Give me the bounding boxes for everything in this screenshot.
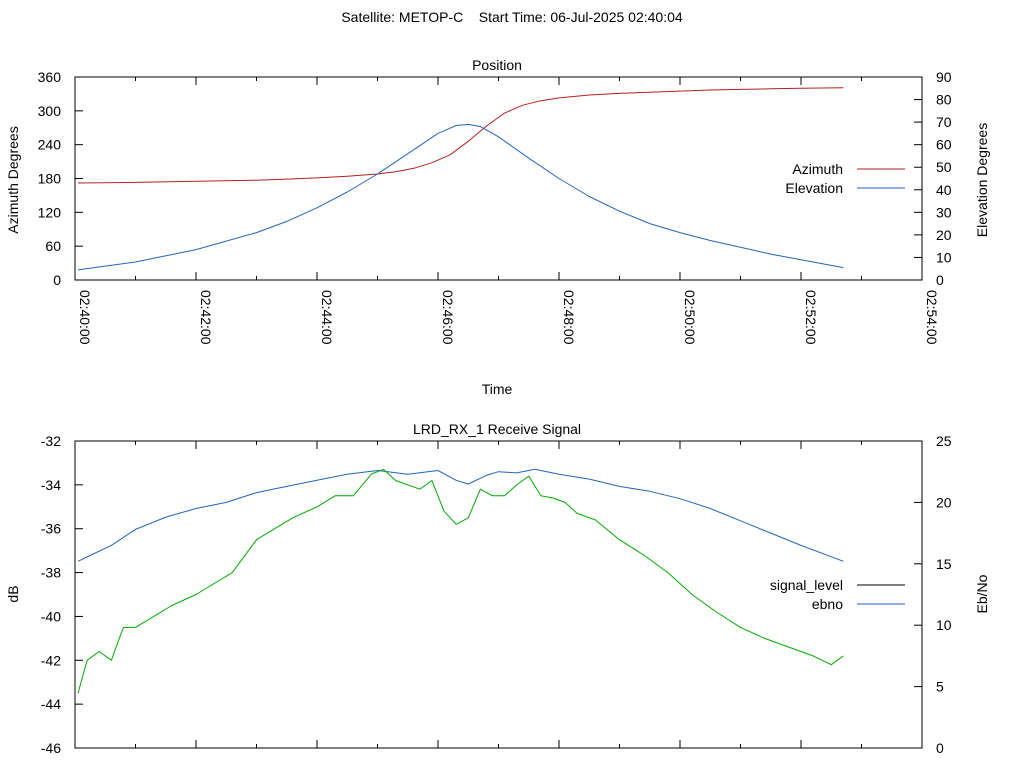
y-tick-label: 60 bbox=[45, 238, 61, 254]
position-x-axis-label: Time bbox=[482, 381, 513, 397]
position-title: Position bbox=[472, 57, 522, 73]
position-y2-ticks: 0 10 20 30 40 50 60 70 80 90 bbox=[914, 69, 952, 288]
signal-chart: LRD_RX_1 Receive Signal -46-44-42-40-38-… bbox=[5, 421, 990, 756]
series-line-ebno bbox=[77, 468, 844, 562]
x-tick-label: 02:42:00 bbox=[198, 290, 214, 345]
x-tick-label: 02:54:00 bbox=[924, 290, 940, 345]
signal-y-axis-label: dB bbox=[5, 585, 21, 602]
y-tick-label: 0 bbox=[53, 272, 61, 288]
y-tick-label: -44 bbox=[41, 696, 61, 712]
y2-tick-label: 10 bbox=[936, 249, 952, 265]
y-tick-label: 360 bbox=[38, 69, 62, 85]
position-y-axis-label: Azimuth Degrees bbox=[5, 126, 21, 233]
signal-y2-axis-label: Eb/No bbox=[974, 574, 990, 613]
y2-tick-label: 0 bbox=[936, 740, 944, 756]
legend-label-signal-level: signal_level bbox=[770, 577, 843, 593]
x-tick-label: 02:44:00 bbox=[319, 290, 335, 345]
x-tick-label: 02:46:00 bbox=[440, 290, 456, 345]
signal-plot-frame bbox=[74, 440, 923, 749]
signal-series bbox=[77, 468, 844, 694]
y2-tick-label: 50 bbox=[936, 159, 952, 175]
y2-tick-label: 0 bbox=[936, 272, 944, 288]
y2-tick-label: 40 bbox=[936, 182, 952, 198]
y-tick-label: -42 bbox=[41, 652, 61, 668]
series-line-signal-level bbox=[77, 469, 844, 694]
y2-tick-label: 60 bbox=[936, 137, 952, 153]
y-tick-label: -46 bbox=[41, 740, 61, 756]
series-line-azimuth bbox=[77, 87, 844, 184]
y-tick-label: 180 bbox=[38, 171, 62, 187]
y-tick-label: 300 bbox=[38, 103, 62, 119]
x-tick-label: 02:52:00 bbox=[803, 290, 819, 345]
y2-tick-label: 15 bbox=[936, 556, 952, 572]
y2-tick-label: 10 bbox=[936, 617, 952, 633]
y2-tick-label: 80 bbox=[936, 92, 952, 108]
signal-legend: signal_level ebno bbox=[770, 577, 905, 612]
signal-x-ticks bbox=[74, 441, 923, 748]
y2-tick-label: 20 bbox=[936, 227, 952, 243]
position-plot-frame bbox=[74, 76, 923, 281]
position-x-ticks: 02:40:00 02:42:00 02:44:00 02:46:00 02:48:00… bbox=[74, 77, 940, 345]
y2-tick-label: 90 bbox=[936, 69, 952, 85]
signal-title: LRD_RX_1 Receive Signal bbox=[413, 421, 581, 437]
series-line-elevation bbox=[77, 123, 844, 271]
legend-label-elevation: Elevation bbox=[785, 180, 843, 196]
legend-label-ebno: ebno bbox=[812, 596, 843, 612]
position-y2-axis-label: Elevation Degrees bbox=[974, 123, 990, 237]
y2-tick-label: 70 bbox=[936, 114, 952, 130]
y2-tick-label: 25 bbox=[936, 433, 952, 449]
signal-y2-ticks: 0 5 10 15 20 25 bbox=[914, 433, 952, 756]
y-tick-label: -38 bbox=[41, 565, 61, 581]
y2-tick-label: 5 bbox=[936, 679, 944, 695]
y-tick-label: 120 bbox=[38, 204, 62, 220]
x-tick-label: 02:40:00 bbox=[77, 290, 93, 345]
y-tick-label: -40 bbox=[41, 608, 61, 624]
y-tick-label: -36 bbox=[41, 521, 61, 537]
y2-tick-label: 20 bbox=[936, 494, 952, 510]
signal-y-ticks: -46 -44 -42 -40 -38 -36 -34 -32 bbox=[41, 433, 83, 756]
y-tick-label: -34 bbox=[41, 477, 61, 493]
position-y-ticks: 0 60 120 180 240 300 360 bbox=[38, 69, 83, 288]
position-chart: Position 02:40:00 02:42:00 02:44:00 02:46:0… bbox=[5, 57, 990, 397]
y-tick-label: 240 bbox=[38, 137, 62, 153]
y2-tick-label: 30 bbox=[936, 204, 952, 220]
x-tick-label: 02:50:00 bbox=[682, 290, 698, 345]
legend-label-azimuth: Azimuth bbox=[792, 161, 843, 177]
page-title: Satellite: METOP-C Start Time: 06-Jul-20… bbox=[341, 9, 683, 25]
position-legend: Azimuth Elevation bbox=[785, 161, 905, 196]
position-series bbox=[77, 87, 844, 271]
y-tick-label: -32 bbox=[41, 433, 61, 449]
x-tick-label: 02:48:00 bbox=[561, 290, 577, 345]
